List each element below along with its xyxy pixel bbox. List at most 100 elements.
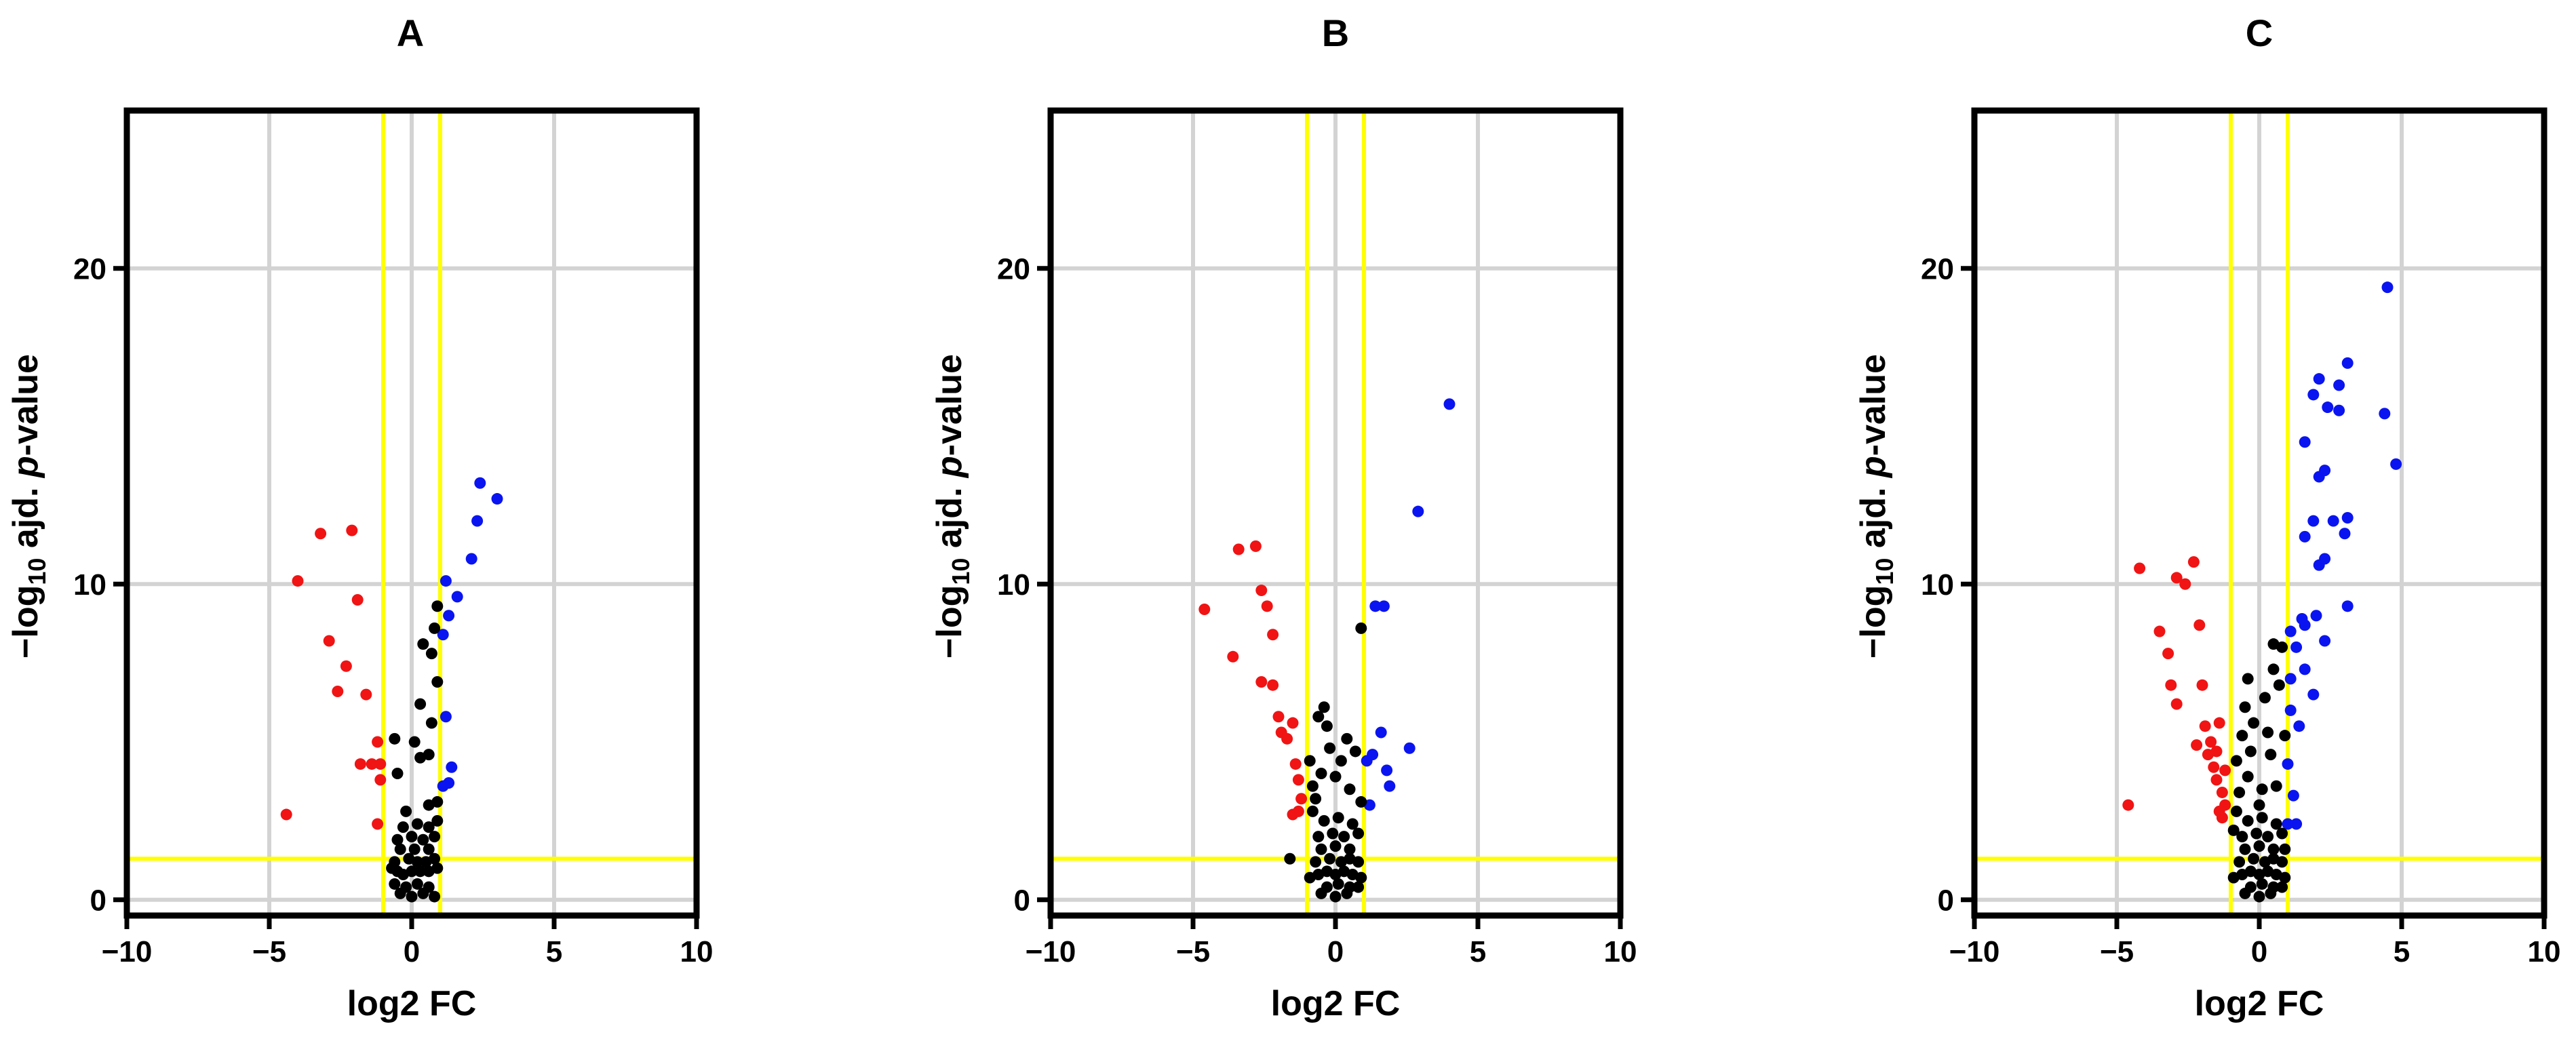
x-tick-label: 0 bbox=[2251, 935, 2267, 968]
point-ns bbox=[414, 698, 427, 710]
point-ns bbox=[2227, 824, 2240, 836]
point-down bbox=[2122, 799, 2134, 811]
point-down bbox=[351, 594, 364, 606]
point-up bbox=[2290, 818, 2303, 830]
y-axis-label-end: -value bbox=[6, 354, 45, 456]
point-ns bbox=[431, 862, 444, 874]
point-ns bbox=[1315, 887, 1327, 899]
point-down bbox=[1267, 679, 1279, 691]
point-ns bbox=[423, 799, 435, 811]
point-ns bbox=[2236, 831, 2248, 843]
point-ns bbox=[2253, 799, 2265, 811]
y-tick-label: 10 bbox=[1921, 568, 1954, 602]
point-down bbox=[1261, 600, 1273, 612]
point-ns bbox=[414, 865, 427, 878]
point-down bbox=[2210, 745, 2223, 758]
point-ns bbox=[411, 878, 423, 890]
point-ns bbox=[1318, 701, 1330, 713]
x-tick-label: −10 bbox=[102, 935, 153, 968]
point-ns bbox=[2239, 843, 2251, 855]
point-up bbox=[443, 777, 455, 789]
point-ns bbox=[1315, 843, 1327, 855]
point-down bbox=[1292, 805, 1304, 817]
point-down bbox=[1287, 717, 1299, 729]
point-ns bbox=[1338, 831, 1350, 843]
point-ns bbox=[2233, 786, 2246, 798]
panel-title: B bbox=[1322, 12, 1349, 54]
point-ns bbox=[1329, 840, 1342, 852]
point-up bbox=[440, 575, 452, 587]
y-tick-label: 0 bbox=[90, 884, 106, 918]
point-ns bbox=[1344, 843, 1356, 855]
point-ns bbox=[2265, 887, 2277, 899]
point-ns bbox=[2230, 755, 2242, 767]
point-up bbox=[1443, 398, 1456, 410]
point-ns bbox=[2239, 701, 2251, 713]
y-axis-label: −log10 ajd. p-value bbox=[930, 354, 975, 659]
point-ns bbox=[2276, 827, 2288, 840]
point-ns bbox=[2267, 663, 2280, 675]
point-ns bbox=[429, 852, 441, 865]
point-ns bbox=[1306, 805, 1319, 817]
point-up bbox=[2299, 530, 2311, 543]
point-ns bbox=[429, 890, 441, 903]
point-ns bbox=[425, 717, 437, 729]
point-up bbox=[2381, 281, 2394, 294]
y-axis-label-subscript: 10 bbox=[947, 558, 975, 585]
point-up bbox=[2333, 379, 2345, 391]
point-down bbox=[2165, 679, 2177, 691]
point-up bbox=[451, 591, 463, 603]
point-ns bbox=[1304, 871, 1316, 884]
y-axis-label: −log10 ajd. p-value bbox=[1854, 354, 1898, 659]
point-down bbox=[292, 575, 304, 587]
point-ns bbox=[2253, 840, 2265, 852]
point-down bbox=[372, 736, 384, 748]
point-up bbox=[2293, 720, 2305, 732]
x-tick-label: −10 bbox=[1949, 935, 2000, 968]
point-ns bbox=[1310, 793, 1322, 805]
x-tick-label: 5 bbox=[1470, 935, 1486, 968]
point-ns bbox=[2256, 878, 2268, 890]
point-up bbox=[2299, 663, 2311, 675]
point-ns bbox=[1349, 745, 1361, 758]
point-ns bbox=[2279, 843, 2291, 855]
point-down bbox=[1275, 726, 1287, 739]
point-ns bbox=[1310, 856, 1322, 868]
point-ns bbox=[417, 833, 429, 846]
point-up bbox=[1375, 726, 1387, 739]
x-tick-label: 5 bbox=[546, 935, 562, 968]
point-up bbox=[2333, 404, 2345, 416]
y-axis-label-italic: p bbox=[6, 456, 45, 479]
point-ns bbox=[2265, 749, 2277, 761]
point-ns bbox=[2242, 814, 2254, 827]
y-tick-label: 0 bbox=[1014, 884, 1030, 918]
point-ns bbox=[429, 831, 441, 843]
point-up bbox=[2341, 511, 2354, 524]
point-ns bbox=[2239, 887, 2251, 899]
y-tick-label: 20 bbox=[1921, 253, 1954, 286]
point-ns bbox=[400, 805, 412, 817]
point-down bbox=[332, 686, 344, 698]
point-up bbox=[2379, 408, 2391, 420]
point-ns bbox=[386, 862, 398, 874]
point-up bbox=[2307, 389, 2320, 401]
point-down bbox=[323, 635, 335, 647]
point-up bbox=[1384, 780, 1396, 792]
point-down bbox=[360, 688, 372, 701]
point-ns bbox=[429, 622, 441, 634]
point-ns bbox=[1341, 732, 1353, 745]
point-ns bbox=[1346, 818, 1359, 830]
x-axis-label: log2 FC bbox=[1271, 984, 1401, 1023]
point-up bbox=[446, 761, 458, 773]
point-ns bbox=[2267, 638, 2280, 650]
point-up bbox=[1367, 749, 1379, 761]
point-up bbox=[1403, 742, 1416, 754]
point-down bbox=[2208, 761, 2220, 773]
x-tick-label: −5 bbox=[1176, 935, 1210, 968]
point-ns bbox=[1355, 622, 1367, 634]
point-ns bbox=[2256, 783, 2268, 796]
y-axis-label-end: -value bbox=[1854, 354, 1893, 456]
point-down bbox=[1289, 758, 1302, 770]
point-ns bbox=[394, 887, 406, 899]
y-tick-label: 20 bbox=[997, 253, 1030, 286]
